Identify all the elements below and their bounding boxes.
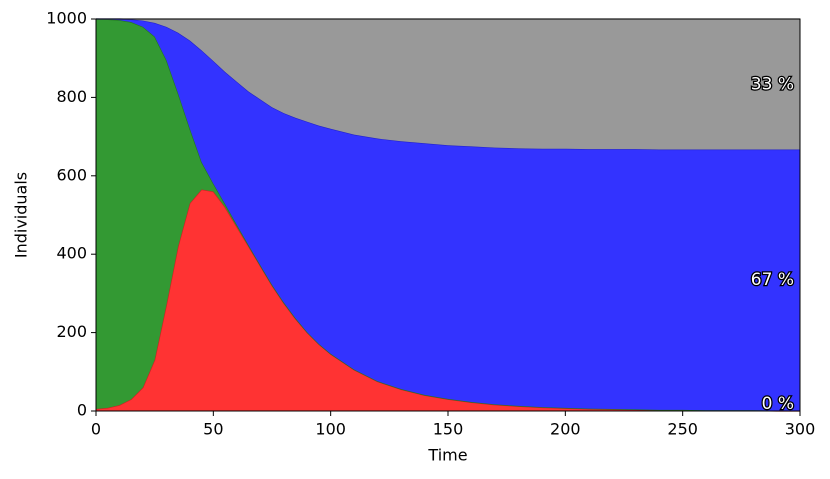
x-tick-label: 150: [433, 420, 464, 439]
y-tick-label: 600: [56, 165, 87, 184]
area: [96, 19, 800, 150]
annotation: 0 %: [762, 394, 794, 414]
x-tick-label: 200: [550, 420, 581, 439]
y-tick-label: 200: [56, 322, 87, 341]
annotation: 67 %: [751, 270, 794, 290]
x-axis-label: Time: [427, 446, 467, 465]
x-tick-label: 100: [315, 420, 346, 439]
area: [96, 189, 800, 411]
x-tick-label: 250: [667, 420, 698, 439]
area: [96, 19, 800, 411]
x-tick-label: 0: [91, 420, 101, 439]
annotation: 33 %: [751, 74, 794, 94]
y-axis-label: Individuals: [12, 172, 31, 258]
y-tick-label: 800: [56, 87, 87, 106]
y-tick-label: 0: [77, 401, 87, 420]
x-tick-label: 300: [785, 420, 816, 439]
y-tick-label: 400: [56, 244, 87, 263]
x-tick-label: 50: [203, 420, 223, 439]
y-tick-label: 1000: [46, 9, 87, 28]
